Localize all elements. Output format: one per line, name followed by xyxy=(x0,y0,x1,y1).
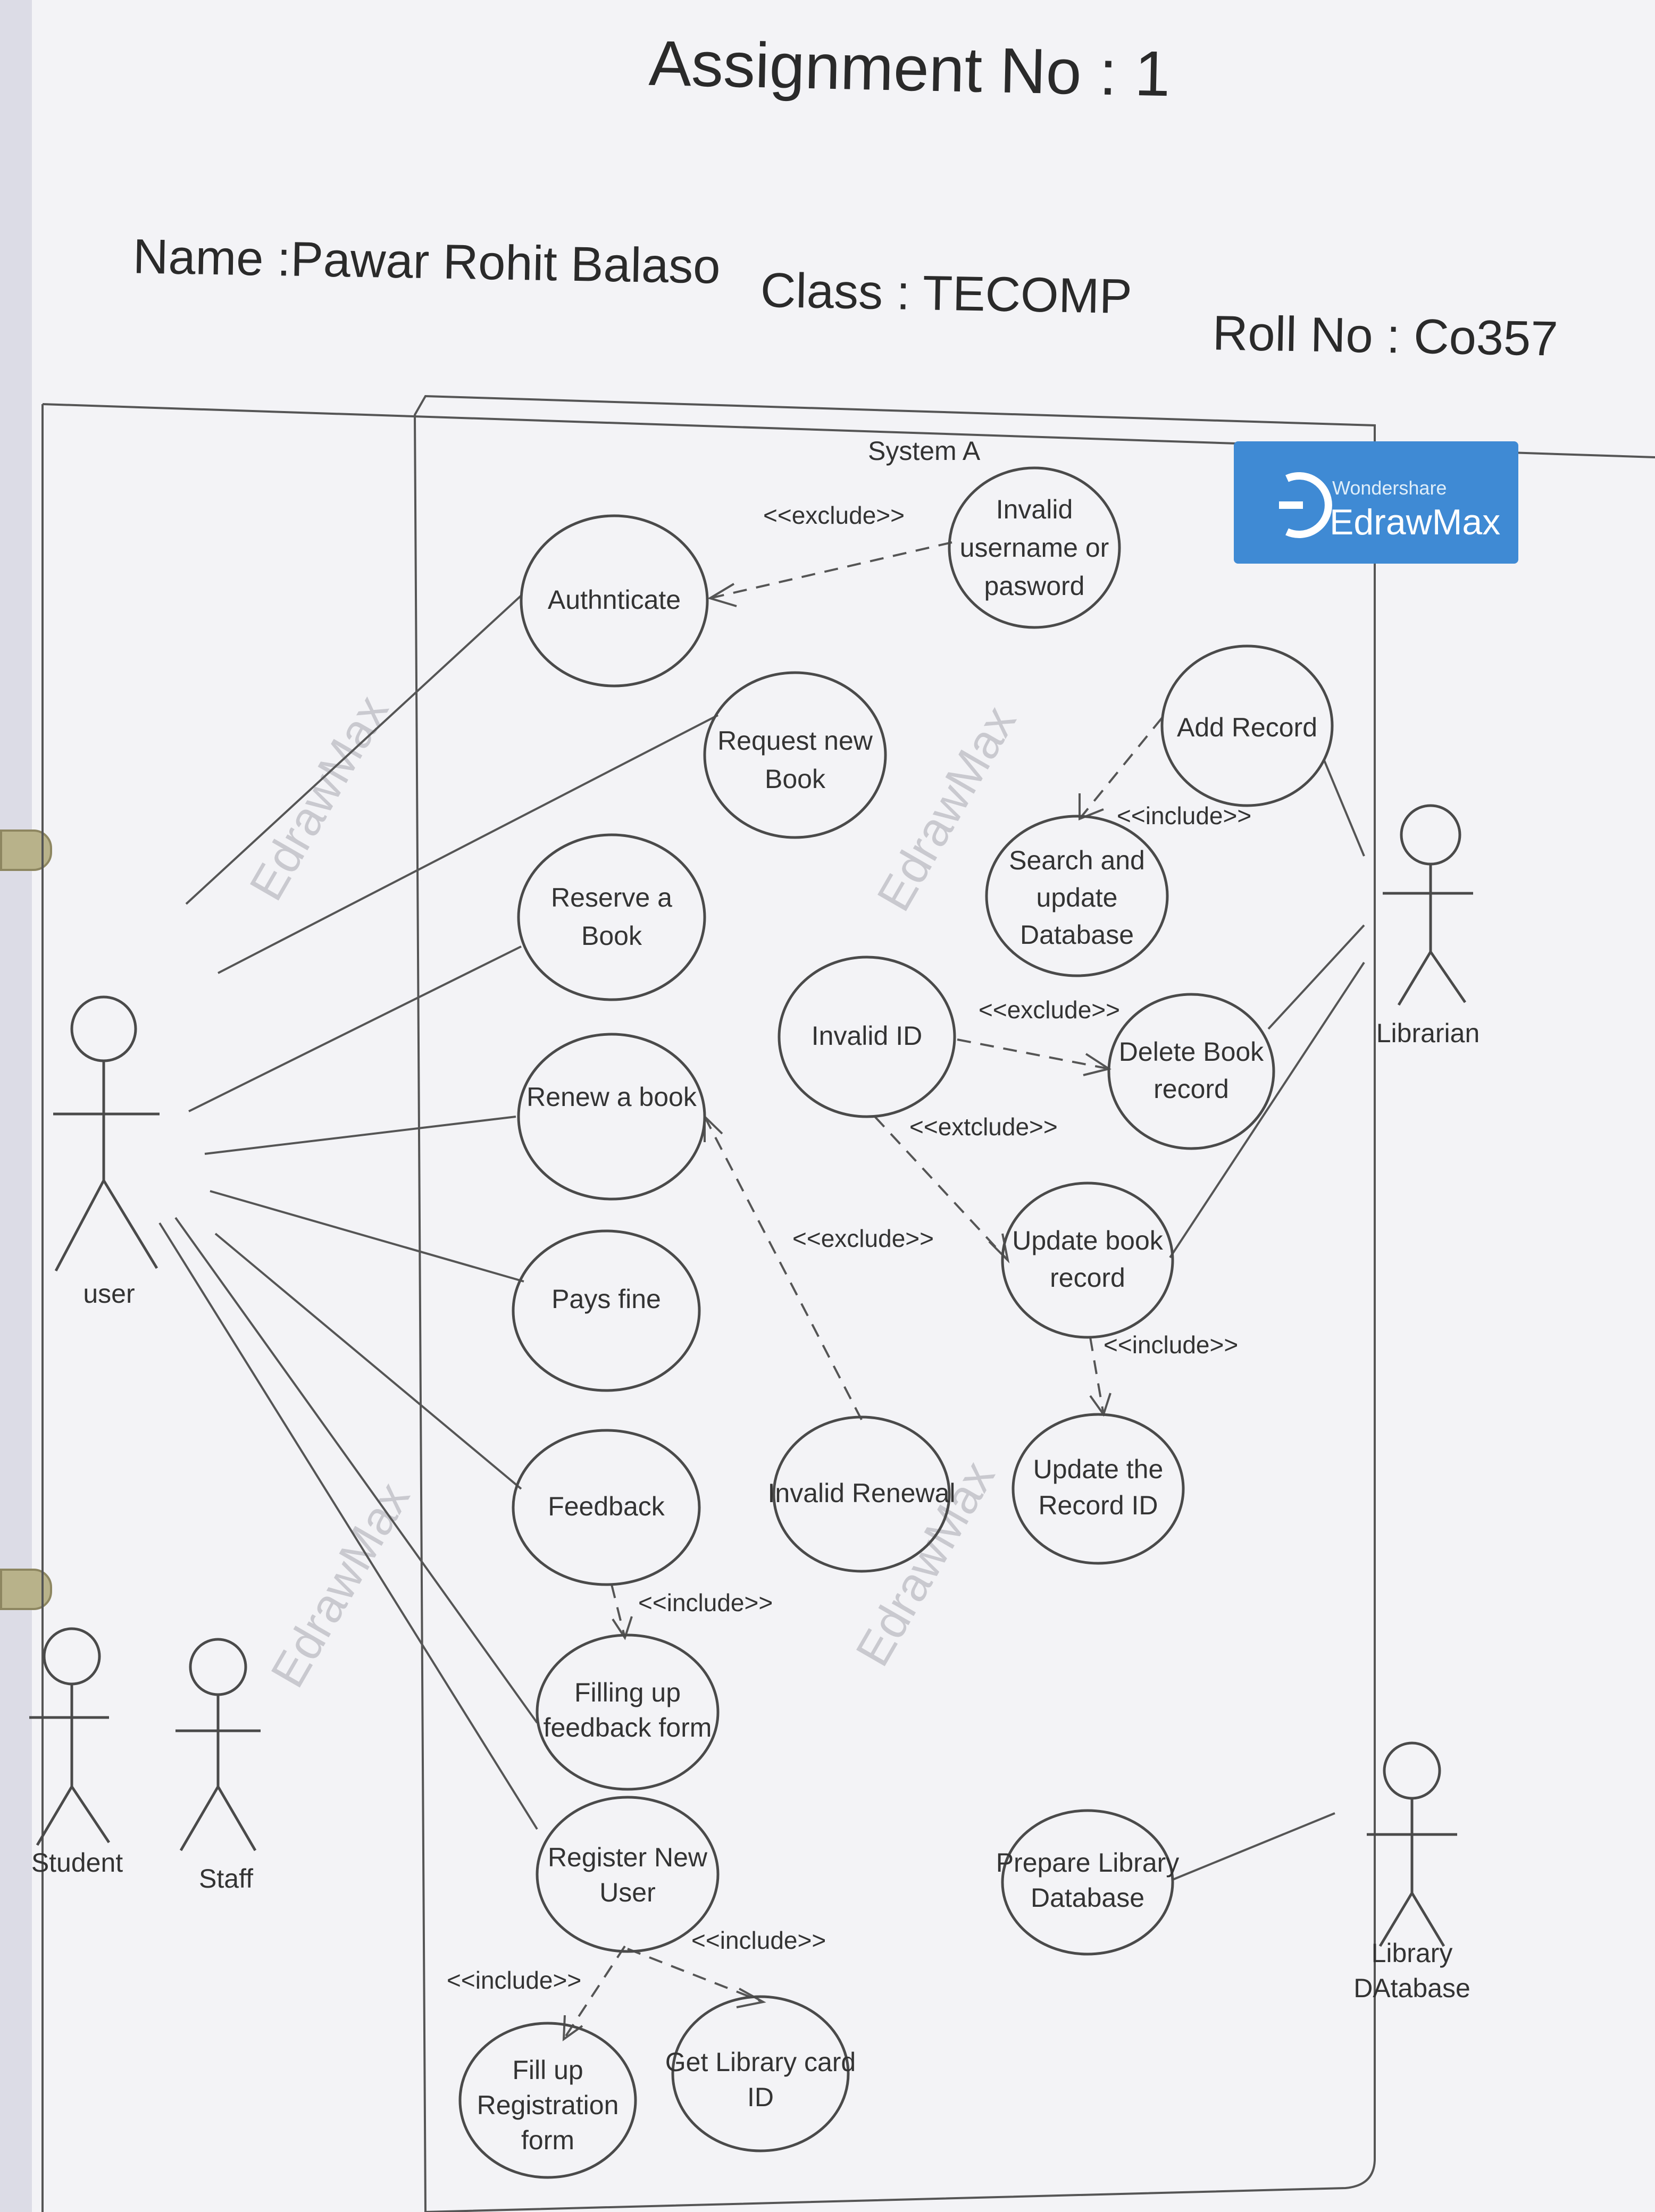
use-case-add-record: Add Record xyxy=(1160,644,1334,807)
use-case-register-user: Register New User xyxy=(536,1796,720,1953)
stereo-include-feedback: <<include>> xyxy=(638,1589,773,1616)
use-case-update-book: Update book record xyxy=(1001,1182,1174,1339)
user-associations xyxy=(158,594,718,1830)
use-case-invalid-username: Invalid username or pasword xyxy=(948,466,1121,629)
use-case-get-card: Get Library card ID xyxy=(665,1995,856,2152)
actor-library-database-label: Library DAtabase xyxy=(1353,1938,1470,2003)
stereo-extclude-update: <<extclude>> xyxy=(909,1113,1058,1141)
svg-text:Feedback: Feedback xyxy=(548,1492,665,1521)
stereo-include-update: <<include>> xyxy=(1104,1331,1238,1359)
actor-student-label: Student xyxy=(31,1848,123,1878)
actor-staff: Staff xyxy=(175,1638,261,1893)
actor-student: Student xyxy=(29,1627,123,1878)
svg-text:Add Record: Add Record xyxy=(1177,713,1317,742)
stereo-include-add: <<include>> xyxy=(1117,802,1251,830)
use-case-reserve-book: Reserve a Book xyxy=(517,833,706,1001)
dependencies xyxy=(562,541,1163,2042)
logo-icon xyxy=(1285,472,1332,538)
use-case-update-record-id: Update the Record ID xyxy=(1012,1413,1185,1565)
use-case-invalid-renewal: Invalid Renewal xyxy=(768,1415,956,1573)
actor-user: user xyxy=(53,995,160,1309)
actor-staff-label: Staff xyxy=(199,1864,253,1893)
svg-text:Pays fine: Pays fine xyxy=(551,1284,661,1314)
use-case-prepare-db: Prepare Library Database xyxy=(996,1809,1180,1956)
use-case-delete-book: Delete Book record xyxy=(1107,993,1275,1150)
use-case-renew-book: Renew a book xyxy=(517,1033,706,1201)
edrawmax-logo: Wondershare EdrawMax xyxy=(1234,441,1518,564)
use-case-feedback: Feedback xyxy=(512,1429,701,1586)
svg-text:Renew a book: Renew a book xyxy=(526,1082,697,1112)
use-case-fill-registration: Fill up Registration form xyxy=(458,2022,637,2179)
svg-text:Authnticate: Authnticate xyxy=(548,585,681,615)
watermark-2: EdrawMax xyxy=(867,698,1026,920)
stereo-exclude-renew: <<exclude>> xyxy=(792,1225,934,1252)
watermark-1: EdrawMax xyxy=(240,687,399,909)
svg-text:Invalid Renewal: Invalid Renewal xyxy=(768,1478,956,1508)
logo-brand: EdrawMax xyxy=(1330,502,1500,542)
stereo-include-fill: <<include>> xyxy=(447,1966,581,1994)
stereotype-labels: <<exclude>> <<include>> <<exclude>> <<ex… xyxy=(447,501,1251,1994)
use-case-invalid-id: Invalid ID xyxy=(778,956,956,1118)
actor-user-label: user xyxy=(83,1279,135,1309)
actor-library-database: Library DAtabase xyxy=(1353,1741,1470,2003)
system-label: System A xyxy=(868,436,981,466)
actor-librarian: Librarian xyxy=(1376,804,1480,1048)
use-case-search-update: Search and update Database xyxy=(985,815,1169,977)
system-boundary xyxy=(413,395,1376,2212)
page-margin xyxy=(0,0,32,2212)
use-case-filling-feedback: Filling up feedback form xyxy=(536,1633,720,1791)
watermark-3: EdrawMax xyxy=(261,1474,420,1696)
svg-text:Invalid ID: Invalid ID xyxy=(812,1021,922,1051)
use-case-authenticate: Authnticate xyxy=(520,514,709,688)
use-case-pays-fine: Pays fine xyxy=(512,1229,701,1392)
logo-brand-small: Wondershare xyxy=(1332,477,1447,499)
actor-librarian-label: Librarian xyxy=(1376,1018,1480,1048)
librarian-associations xyxy=(1169,760,1365,1881)
stereo-include-card: <<include>> xyxy=(691,1926,826,1954)
stereo-exclude-auth: <<exclude>> xyxy=(763,501,905,529)
use-case-request-book: Request new Book xyxy=(703,671,887,839)
stereo-exclude-delete: <<exclude>> xyxy=(979,996,1120,1024)
